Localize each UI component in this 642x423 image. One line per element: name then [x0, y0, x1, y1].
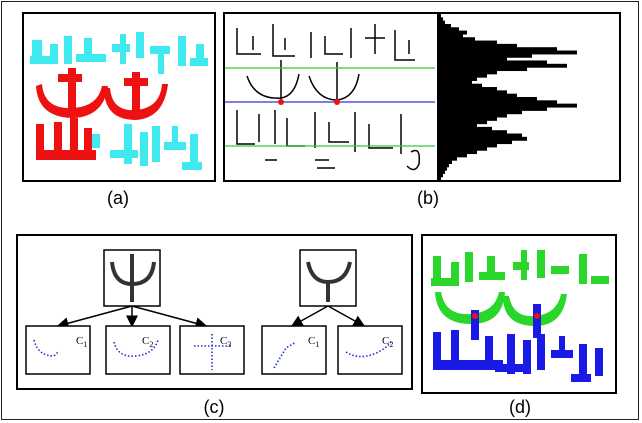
histogram-bar [437, 156, 457, 161]
red-text-strokes [36, 68, 168, 160]
junction-point-1 [278, 99, 284, 105]
histogram-bar [437, 83, 482, 88]
histogram-bar [437, 77, 477, 81]
child-node-c1-right [261, 325, 327, 375]
histogram-bar [437, 153, 467, 158]
panel-a-image [22, 12, 216, 182]
histogram-bar [437, 173, 443, 178]
histogram-bar [437, 33, 463, 38]
histogram-bar [437, 176, 441, 180]
histogram-bar [437, 53, 532, 58]
histogram-bar [437, 103, 577, 108]
histogram-bar [437, 43, 517, 48]
histogram-bar [437, 20, 445, 25]
panel-c-trees: C1 C2 C3 C1 C2 [25, 249, 403, 375]
histogram-bar [437, 110, 522, 115]
histogram-bar [437, 40, 497, 45]
histogram-bar [437, 116, 497, 121]
label-c1-right: C1 [308, 335, 319, 349]
histogram-bar [437, 17, 443, 22]
junction-point-2 [334, 99, 340, 105]
panel-d-image [421, 234, 617, 394]
histogram-bar [437, 160, 452, 164]
histogram-bar [437, 37, 475, 42]
child-node-c1-left [25, 325, 91, 375]
histogram-bar [437, 93, 517, 98]
child-node-c2-right [337, 325, 403, 375]
histogram-bar [437, 106, 547, 111]
histogram-bar [437, 30, 467, 35]
histogram-bar [437, 140, 512, 145]
label-c1-left: C1 [76, 335, 87, 349]
histogram-bar [437, 14, 441, 18]
histogram-bar [437, 126, 492, 131]
histogram-bar [437, 60, 547, 65]
panel-d-colored-text [431, 250, 609, 382]
cyan-text-strokes [30, 32, 208, 170]
histogram-bar [437, 23, 451, 28]
histogram-bar [437, 27, 459, 32]
histogram-bar [437, 136, 527, 141]
histogram-bar [437, 163, 449, 168]
histogram-bar [437, 150, 477, 155]
histogram-bar [437, 97, 537, 101]
histogram-bar [437, 130, 507, 135]
child-node-c2-left [105, 325, 171, 375]
caption-d: (d) [509, 397, 531, 417]
histogram-bar [437, 73, 487, 78]
label-c2-right: C2 [382, 335, 393, 349]
histogram-bar [437, 90, 507, 95]
histogram-bar [437, 146, 487, 151]
histogram-bar [437, 123, 477, 128]
histogram-bar [437, 63, 567, 68]
histogram-bar [437, 80, 472, 85]
caption-c: (c) [203, 397, 225, 417]
histogram-bar [437, 113, 507, 118]
caption-a: (a) [107, 188, 129, 208]
histogram-bar [437, 166, 447, 171]
horizontal-projection-histogram [437, 14, 577, 180]
label-c3-left: C3 [220, 335, 231, 349]
green-text-strokes [431, 250, 609, 326]
caption-b: (b) [417, 188, 439, 208]
histogram-bar [437, 47, 557, 52]
histogram-bar [437, 67, 527, 72]
skeleton-strokes [236, 24, 421, 171]
junction-point-d2 [534, 313, 540, 319]
histogram-bar [437, 87, 497, 91]
histogram-bar [437, 170, 445, 174]
histogram-bar [437, 120, 487, 125]
blue-text-strokes [433, 304, 603, 382]
label-c2-left: C2 [142, 335, 153, 349]
panel-c-decomposition: C1 C2 C3 C1 C2 [16, 234, 413, 390]
histogram-bar [437, 133, 522, 138]
junction-point-d1 [472, 313, 478, 319]
panel-b-skeleton [225, 24, 435, 171]
panel-a-colored-text [30, 32, 208, 170]
histogram-bar [437, 50, 577, 55]
panel-b-image [223, 12, 621, 182]
histogram-bar [437, 70, 497, 75]
histogram-bar [437, 57, 507, 62]
histogram-bar [437, 143, 497, 148]
histogram-bar [437, 100, 557, 105]
